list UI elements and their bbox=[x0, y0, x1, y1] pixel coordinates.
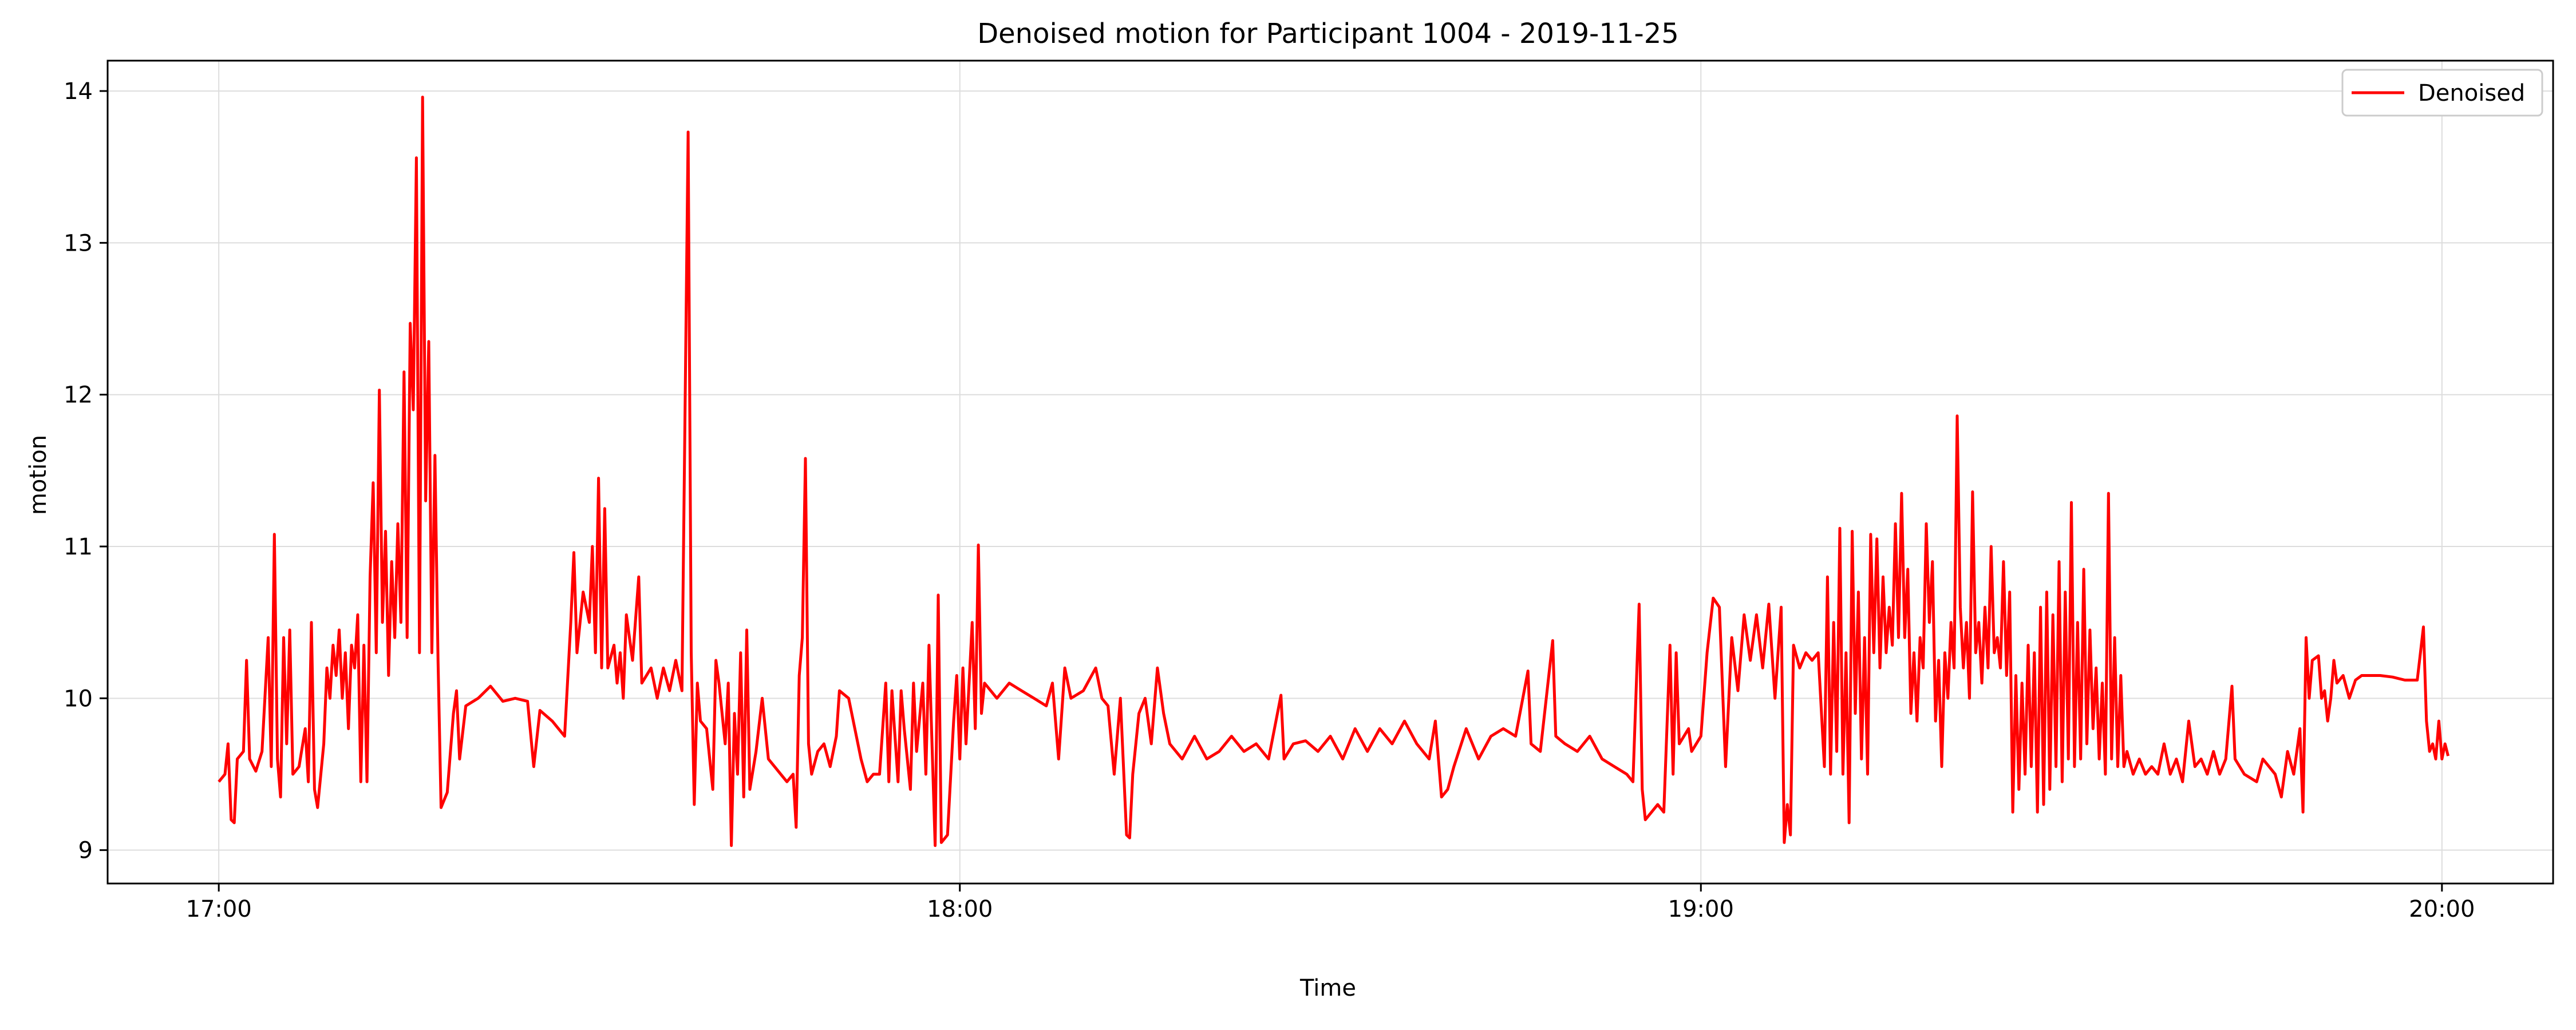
x-axis-label: Time bbox=[1299, 975, 1356, 1001]
y-tick-label: 11 bbox=[64, 534, 93, 560]
x-tick-label: 18:00 bbox=[927, 896, 993, 922]
series-line-denoised bbox=[218, 96, 2450, 847]
y-tick-label: 13 bbox=[64, 230, 93, 256]
y-tick-label: 10 bbox=[64, 686, 93, 712]
chart-title: Denoised motion for Participant 1004 - 2… bbox=[977, 18, 1679, 50]
y-axis: 9 10 11 12 13 14 bbox=[64, 78, 108, 864]
y-tick-label: 9 bbox=[78, 838, 93, 864]
x-axis: 17:00 18:00 19:00 20:00 bbox=[186, 884, 2475, 922]
legend-label: Denoised bbox=[2418, 80, 2525, 106]
y-tick-label: 12 bbox=[64, 382, 93, 409]
plot-frame bbox=[106, 60, 2554, 885]
x-tick-label: 20:00 bbox=[2409, 896, 2475, 922]
legend-box bbox=[2341, 69, 2543, 117]
x-tick-label: 19:00 bbox=[1668, 896, 1734, 922]
y-tick-label: 14 bbox=[64, 78, 93, 105]
legend: Denoised bbox=[2341, 69, 2543, 117]
grid-lines bbox=[108, 61, 2553, 884]
series-layer bbox=[218, 96, 2450, 847]
x-tick-label: 17:00 bbox=[186, 896, 252, 922]
y-axis-label: motion bbox=[25, 435, 52, 515]
